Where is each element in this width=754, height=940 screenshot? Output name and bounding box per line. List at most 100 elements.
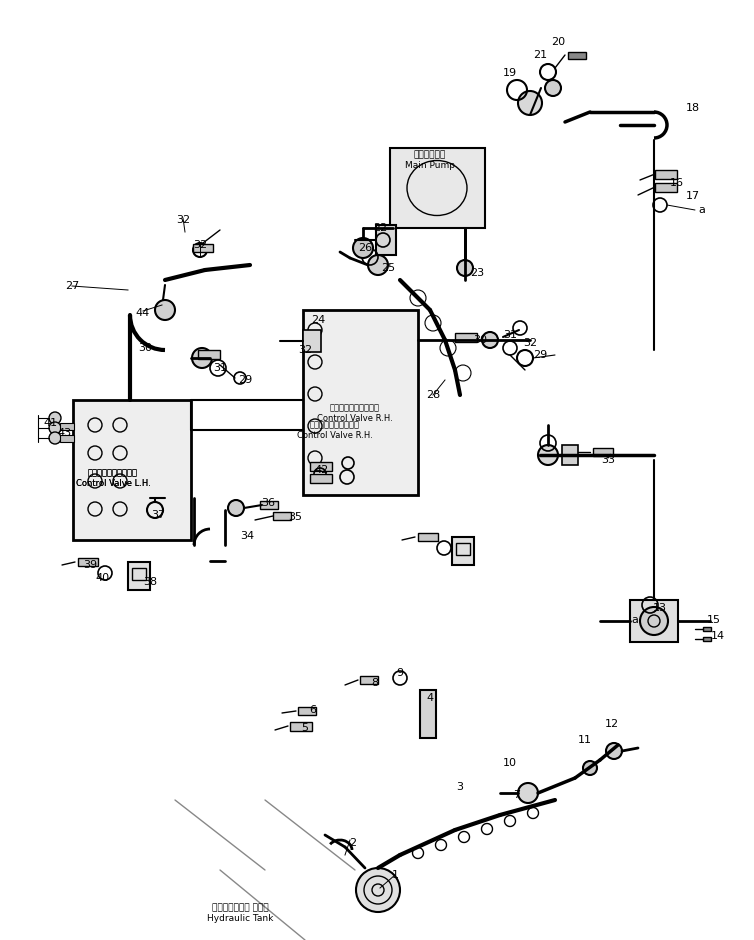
Circle shape [228,500,244,516]
Bar [290,722,312,731]
Text: コントロールバルブ左
Control Valve L.H.: コントロールバルブ左 Control Valve L.H. [75,468,150,488]
Bar [193,244,213,252]
Bar [303,330,321,352]
Text: 11: 11 [578,735,592,745]
Text: コントロールバルブ右
Control Valve R.H.: コントロールバルブ右 Control Valve R.H. [297,420,373,440]
Circle shape [353,238,373,258]
Text: 36: 36 [261,498,275,508]
Circle shape [192,348,212,368]
Text: 13: 13 [653,603,667,613]
Bar [593,448,613,456]
Text: 12: 12 [605,719,619,729]
Text: 43: 43 [58,428,72,438]
Text: 34: 34 [240,531,254,541]
Text: コントロールバルブ右
Control Valve R.H.: コントロールバルブ右 Control Valve R.H. [317,403,393,423]
Text: 16: 16 [670,178,684,188]
Text: 25: 25 [381,263,395,273]
Bar [132,568,146,580]
Bar [60,435,74,442]
Text: 7: 7 [513,790,520,800]
Text: 32: 32 [298,345,312,355]
Text: 21: 21 [533,50,547,60]
Circle shape [482,332,498,348]
Text: 1: 1 [391,870,399,880]
Text: 32: 32 [523,338,537,348]
Text: 22: 22 [373,223,387,233]
Bar [60,423,74,430]
Bar [310,474,332,483]
Text: 37: 37 [151,510,165,520]
Bar [260,501,278,509]
Text: 29: 29 [533,350,547,360]
Circle shape [518,91,542,115]
Text: 39: 39 [83,560,97,570]
Text: 38: 38 [143,577,157,587]
Bar [452,537,474,565]
Text: 17: 17 [686,191,700,201]
Circle shape [606,743,622,759]
Text: 33: 33 [601,455,615,465]
Text: 23: 23 [470,268,484,278]
Text: a: a [632,615,639,625]
Text: a: a [698,205,706,215]
Text: 30: 30 [138,343,152,353]
Bar [298,707,316,715]
Circle shape [356,868,400,912]
Circle shape [583,761,597,775]
Text: 6: 6 [309,705,317,715]
Bar [418,533,438,541]
Bar [703,627,711,631]
Bar [390,148,485,228]
Text: 35: 35 [288,512,302,522]
Text: 4: 4 [427,693,434,703]
Bar [128,562,150,590]
Bar [630,600,678,642]
Text: 3: 3 [456,782,464,792]
Bar [78,558,98,566]
Text: 15: 15 [707,615,721,625]
Text: 42: 42 [315,465,329,475]
Text: 2: 2 [349,838,357,848]
Text: 24: 24 [311,315,325,325]
Bar [198,350,220,359]
Bar [562,445,578,465]
Text: 41: 41 [43,418,57,428]
Circle shape [49,432,61,444]
Bar [655,170,677,179]
Text: 14: 14 [711,631,725,641]
Bar [703,637,711,641]
Text: コントロールバルブ左
Control Valve L.H.: コントロールバルブ左 Control Valve L.H. [75,468,150,488]
Bar [310,462,332,471]
Bar [273,512,291,520]
Circle shape [457,260,473,276]
Text: 10: 10 [503,758,517,768]
Circle shape [49,412,61,424]
Bar [303,310,418,495]
Bar [360,676,378,684]
Bar [420,690,436,738]
Text: 27: 27 [65,281,79,291]
Circle shape [155,300,175,320]
Text: 32: 32 [193,240,207,250]
Circle shape [640,607,668,635]
Bar [455,333,477,342]
Text: 9: 9 [397,668,403,678]
Text: 18: 18 [686,103,700,113]
Text: 5: 5 [302,723,308,733]
Text: 29: 29 [238,375,252,385]
Text: 26: 26 [358,243,372,253]
Text: 40: 40 [96,573,110,583]
Text: 19: 19 [503,68,517,78]
Bar [376,225,396,255]
Text: 32: 32 [176,215,190,225]
Text: 30: 30 [473,335,487,345]
Text: 31: 31 [213,363,227,373]
Text: 20: 20 [551,37,565,47]
Circle shape [518,783,538,803]
Text: メインポンプ
Main Pump: メインポンプ Main Pump [405,150,455,170]
Text: 44: 44 [136,308,150,318]
Text: 8: 8 [372,678,379,688]
Bar [456,543,470,555]
Bar [568,52,586,59]
Circle shape [368,255,388,275]
